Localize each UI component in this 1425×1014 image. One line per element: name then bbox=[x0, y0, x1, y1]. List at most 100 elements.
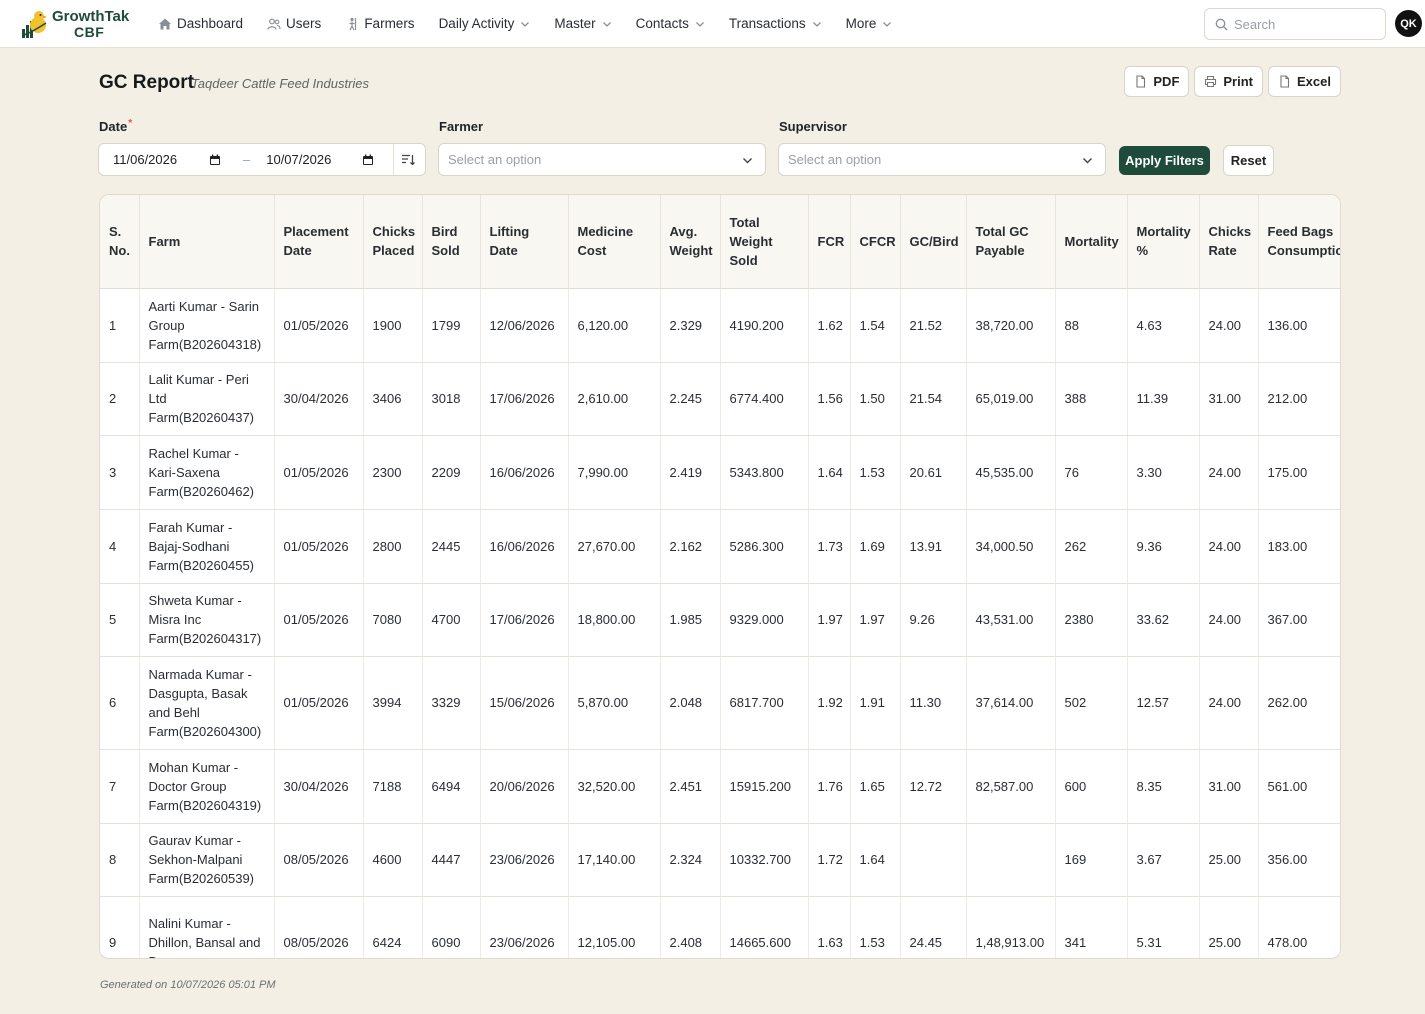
cell-chicks-rate: 24.00 bbox=[1199, 435, 1259, 510]
cell-chicks-rate: 31.00 bbox=[1199, 362, 1259, 436]
col-fcr[interactable]: FCR bbox=[808, 195, 851, 289]
chevron-down-icon bbox=[1083, 158, 1092, 164]
apply-filters-button[interactable]: Apply Filters bbox=[1119, 146, 1210, 175]
col-total-gc-payable[interactable]: Total GC Payable bbox=[966, 195, 1056, 289]
cell-placement-date: 01/05/2026 bbox=[274, 509, 364, 584]
search-input[interactable] bbox=[1234, 16, 1374, 32]
col-mortality[interactable]: Mortality bbox=[1055, 195, 1128, 289]
cell-chicks-rate: 24.00 bbox=[1199, 509, 1259, 584]
table-row[interactable]: 2 Lalit Kumar - Peri Ltd Farm(B20260437) 3… bbox=[100, 362, 1340, 436]
col-bird-sold[interactable]: Bird Sold bbox=[422, 195, 481, 289]
nav-transactions-label: Transactions bbox=[728, 16, 806, 31]
nav-more-label: More bbox=[845, 16, 877, 31]
nav-daily-activity[interactable]: Daily Activity bbox=[439, 16, 531, 31]
cell-avg-weight: 2.329 bbox=[660, 288, 721, 363]
cell-cfcr: 1.64 bbox=[850, 823, 901, 897]
cell-medicine-cost: 5,870.00 bbox=[568, 656, 661, 750]
nav-dashboard[interactable]: Dashboard bbox=[158, 16, 243, 31]
cell-bird-sold: 3329 bbox=[422, 656, 481, 750]
chevron-down-icon bbox=[602, 21, 611, 27]
cell-total-weight-sold: 14665.600 bbox=[720, 896, 809, 958]
nav-more[interactable]: More bbox=[846, 16, 893, 31]
table-row[interactable]: 7 Mohan Kumar - Doctor Group Farm(B202604… bbox=[100, 749, 1340, 824]
print-button[interactable]: Print bbox=[1194, 66, 1264, 97]
gc-report-table: S. No. Farm Placement Date Chicks Placed… bbox=[99, 194, 1341, 959]
supervisor-select[interactable]: Select an option bbox=[778, 143, 1106, 176]
excel-button-label: Excel bbox=[1297, 74, 1331, 89]
col-gc-bird[interactable]: GC/Bird bbox=[900, 195, 967, 289]
sort-icon[interactable] bbox=[400, 152, 416, 168]
col-feed-bags[interactable]: Feed Bags Consumption bbox=[1258, 195, 1340, 289]
col-avg-weight[interactable]: Avg. Weight bbox=[660, 195, 721, 289]
cell-farm: Shweta Kumar - Misra Inc Farm(B202604317… bbox=[139, 583, 275, 657]
cell-gc-bird: 12.72 bbox=[900, 749, 967, 824]
date-to-input[interactable]: 10/07/2026 bbox=[266, 152, 332, 167]
nav-users[interactable]: Users bbox=[267, 16, 321, 31]
cell-feed-bags: 356.00 bbox=[1258, 823, 1340, 897]
nav-contacts[interactable]: Contacts bbox=[636, 16, 705, 31]
nav-master-label: Master bbox=[554, 16, 596, 31]
cell-farm: Gaurav Kumar - Sekhon-Malpani Farm(B2026… bbox=[139, 823, 275, 897]
col-farm[interactable]: Farm bbox=[139, 195, 275, 289]
calendar-icon[interactable] bbox=[362, 154, 374, 166]
cell-feed-bags: 136.00 bbox=[1258, 288, 1340, 363]
cell-total-weight-sold: 6774.400 bbox=[720, 362, 809, 436]
col-total-weight-sold[interactable]: Total Weight Sold bbox=[720, 195, 809, 289]
nav-master[interactable]: Master bbox=[554, 16, 611, 31]
required-mark: * bbox=[128, 118, 133, 129]
cell-total-weight-sold: 4190.200 bbox=[720, 288, 809, 363]
farmer-select[interactable]: Select an option bbox=[438, 143, 766, 176]
printer-icon bbox=[1205, 75, 1217, 88]
cell-mortality-pct: 4.63 bbox=[1127, 288, 1200, 363]
col-lifting-date[interactable]: Lifting Date bbox=[480, 195, 569, 289]
cell-medicine-cost: 32,520.00 bbox=[568, 749, 661, 824]
nav-farmers[interactable]: Farmers bbox=[345, 16, 415, 31]
excel-button[interactable]: Excel bbox=[1268, 66, 1341, 97]
cell-total-weight-sold: 5286.300 bbox=[720, 509, 809, 584]
cell-chicks-placed: 7188 bbox=[363, 749, 423, 824]
cell-placement-date: 01/05/2026 bbox=[274, 656, 364, 750]
col-chicks-placed[interactable]: Chicks Placed bbox=[363, 195, 423, 289]
table-row[interactable]: 1 Aarti Kumar - Sarin Group Farm(B2026043… bbox=[100, 288, 1340, 363]
table-row[interactable]: 6 Narmada Kumar - Dasgupta, Basak and Beh… bbox=[100, 656, 1340, 750]
table-row[interactable]: 4 Farah Kumar - Bajaj-Sodhani Farm(B20260… bbox=[100, 509, 1340, 584]
cell-mortality-pct: 8.35 bbox=[1127, 749, 1200, 824]
col-mortality-pct[interactable]: Mortality % bbox=[1127, 195, 1200, 289]
col-chicks-rate[interactable]: Chicks Rate bbox=[1199, 195, 1259, 289]
users-icon bbox=[267, 18, 281, 30]
pdf-button[interactable]: PDF bbox=[1124, 66, 1190, 97]
cell-chicks-placed: 7080 bbox=[363, 583, 423, 657]
col-medicine-cost[interactable]: Medicine Cost bbox=[568, 195, 661, 289]
col-sno[interactable]: S. No. bbox=[100, 195, 140, 289]
cell-placement-date: 30/04/2026 bbox=[274, 362, 364, 436]
cell-farm: Narmada Kumar - Dasgupta, Basak and Behl… bbox=[139, 656, 275, 750]
cell-fcr: 1.73 bbox=[808, 509, 851, 584]
table-row[interactable]: 3 Rachel Kumar - Kari-Saxena Farm(B202604… bbox=[100, 435, 1340, 510]
brand-logo[interactable]: GrowthTak CBF bbox=[20, 9, 140, 39]
col-cfcr[interactable]: CFCR bbox=[850, 195, 901, 289]
nav-transactions[interactable]: Transactions bbox=[729, 16, 822, 31]
cell-total-weight-sold: 10332.700 bbox=[720, 823, 809, 897]
user-avatar[interactable]: QK bbox=[1395, 10, 1422, 37]
cell-farm: Nalini Kumar - Dhillon, Bansal and Dugar bbox=[139, 896, 275, 958]
col-placement-date[interactable]: Placement Date bbox=[274, 195, 364, 289]
date-from-input[interactable]: 11/06/2026 bbox=[113, 152, 178, 167]
cell-bird-sold: 4447 bbox=[422, 823, 481, 897]
cell-cfcr: 1.50 bbox=[850, 362, 901, 436]
cell-cfcr: 1.97 bbox=[850, 583, 901, 657]
cell-placement-date: 30/04/2026 bbox=[274, 749, 364, 824]
search-box[interactable] bbox=[1204, 8, 1386, 40]
cell-sno: 1 bbox=[100, 288, 140, 363]
calendar-icon[interactable] bbox=[209, 154, 221, 166]
chick-logo-icon bbox=[20, 9, 48, 39]
cell-farm: Rachel Kumar - Kari-Saxena Farm(B2026046… bbox=[139, 435, 275, 510]
table-row[interactable]: 5 Shweta Kumar - Misra Inc Farm(B20260431… bbox=[100, 583, 1340, 657]
cell-lifting-date: 12/06/2026 bbox=[480, 288, 569, 363]
table-row[interactable]: 8 Gaurav Kumar - Sekhon-Malpani Farm(B202… bbox=[100, 823, 1340, 897]
cell-mortality-pct: 3.67 bbox=[1127, 823, 1200, 897]
export-actions: PDF Print Excel bbox=[1119, 66, 1341, 97]
reset-button[interactable]: Reset bbox=[1223, 145, 1274, 176]
cell-fcr: 1.56 bbox=[808, 362, 851, 436]
nav-users-label: Users bbox=[286, 16, 322, 31]
